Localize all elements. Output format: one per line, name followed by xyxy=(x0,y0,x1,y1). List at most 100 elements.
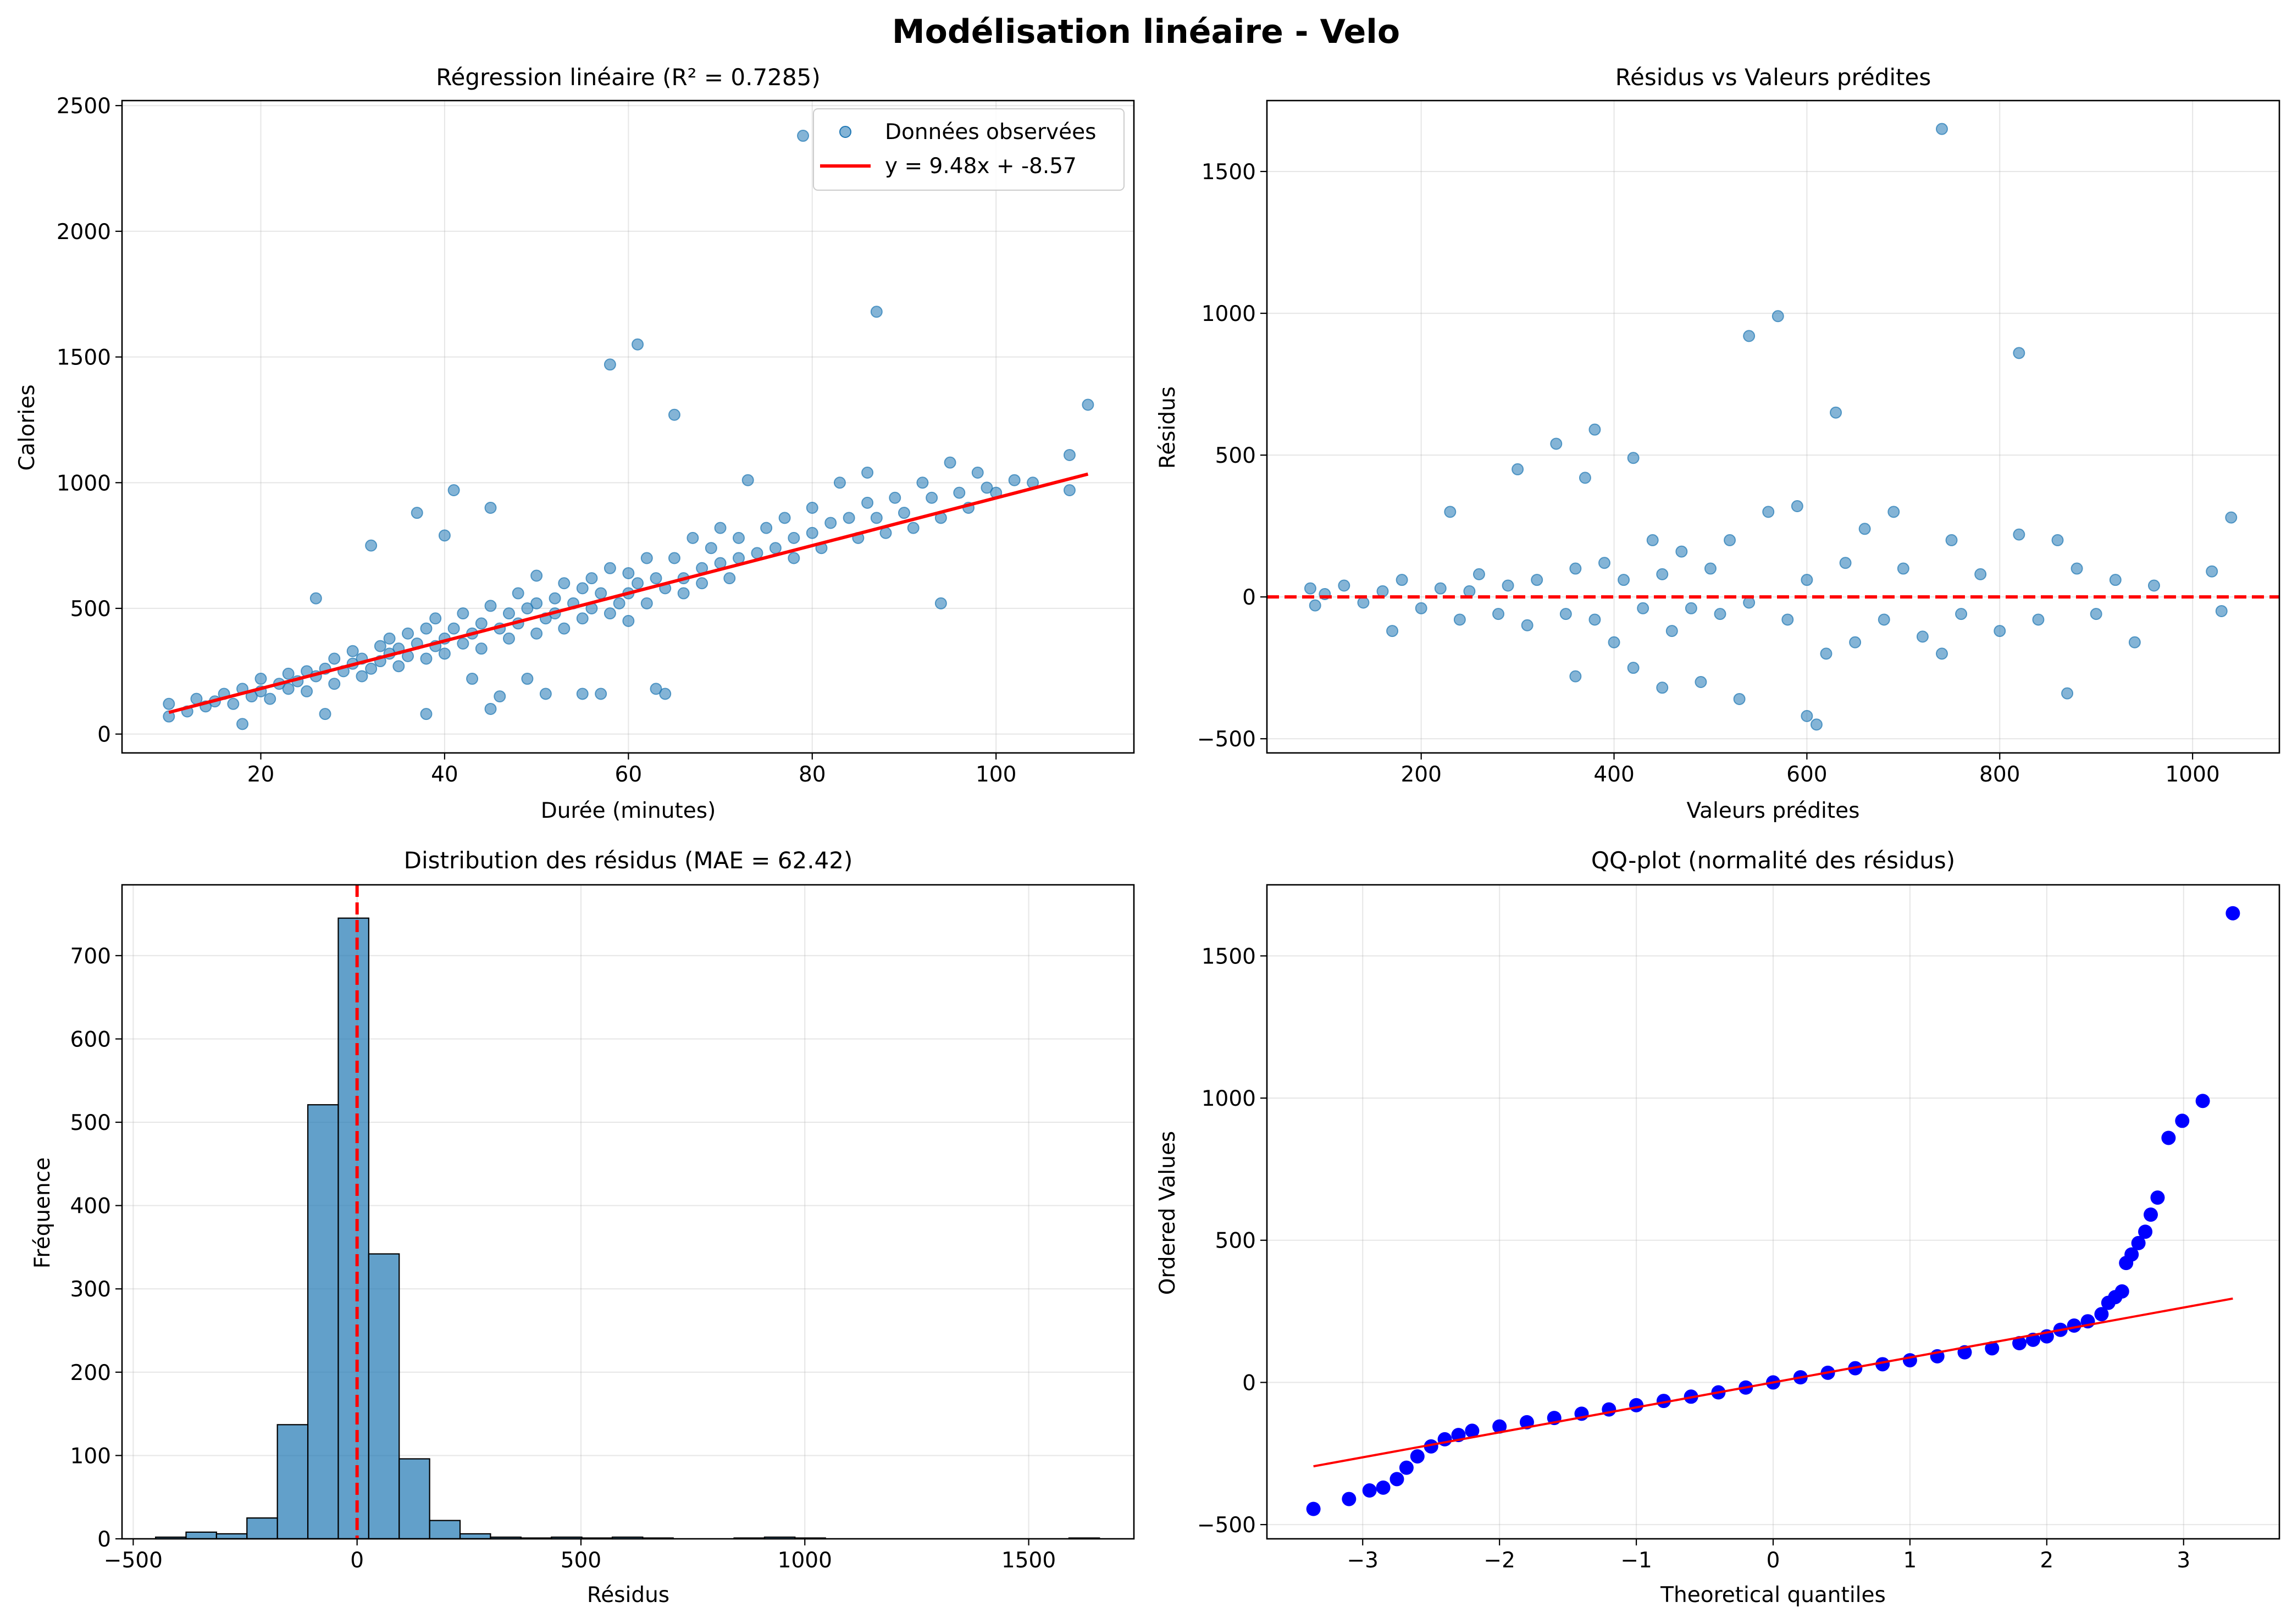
data-point xyxy=(898,507,910,519)
data-point xyxy=(475,642,488,655)
y-tick-label: 1500 xyxy=(1202,944,1256,969)
data-point xyxy=(163,697,175,710)
chart-title: Résidus vs Valeurs prédites xyxy=(1615,64,1931,91)
data-point xyxy=(1875,1357,1890,1372)
data-point xyxy=(1608,636,1620,649)
data-point xyxy=(595,688,607,700)
data-point xyxy=(438,529,451,542)
histogram-bars xyxy=(154,917,1100,1540)
data-point xyxy=(1472,568,1485,580)
data-point xyxy=(2070,562,2083,575)
data-point xyxy=(604,607,616,620)
x-tick-label: 200 xyxy=(1400,762,1441,787)
x-tick-label: 500 xyxy=(561,1548,601,1573)
data-point xyxy=(2061,687,2074,700)
data-point xyxy=(723,572,736,585)
data-point xyxy=(282,667,295,680)
y-tick-label: 1000 xyxy=(57,471,111,496)
data-point xyxy=(1839,557,1852,569)
data-point xyxy=(1801,710,1813,722)
data-point xyxy=(2114,1284,2129,1299)
data-point xyxy=(788,552,800,564)
data-point xyxy=(457,638,469,650)
data-point xyxy=(558,622,571,635)
x-tick-label: 1500 xyxy=(1001,1548,1056,1573)
data-point xyxy=(2195,1094,2210,1108)
data-point xyxy=(907,522,920,534)
data-point xyxy=(530,569,543,582)
data-point xyxy=(705,542,717,555)
x-tick-label: 1000 xyxy=(778,1548,832,1573)
data-point xyxy=(2161,1130,2176,1145)
data-point xyxy=(1791,500,1803,513)
histogram-bar xyxy=(307,1104,339,1540)
plot-frame xyxy=(121,884,1135,1540)
data-point xyxy=(576,582,589,595)
x-axis-label: Valeurs prédites xyxy=(1687,799,1860,823)
y-tick-label: 1000 xyxy=(1202,302,1256,326)
y-axis-label: Ordered Values xyxy=(1155,1131,1180,1295)
data-point xyxy=(484,502,497,514)
data-point xyxy=(466,673,479,685)
data-point xyxy=(521,602,534,614)
histogram-bar xyxy=(368,1253,400,1540)
chart-title: Régression linéaire (R² = 0.7285) xyxy=(436,64,820,91)
data-point xyxy=(1714,608,1726,620)
x-axis-label: Theoretical quantiles xyxy=(1660,1583,1886,1608)
x-axis-label: Durée (minutes) xyxy=(541,799,716,823)
data-point xyxy=(282,683,295,695)
y-tick-label: 500 xyxy=(70,1111,111,1135)
fit-line xyxy=(168,472,1089,714)
y-tick-label: 200 xyxy=(70,1361,111,1385)
data-point xyxy=(1338,579,1350,592)
data-point xyxy=(2094,1307,2109,1322)
data-point xyxy=(1306,1501,1321,1516)
data-point xyxy=(1521,619,1533,631)
grid xyxy=(1267,885,2279,1539)
data-point xyxy=(1559,608,1572,620)
data-point xyxy=(870,512,883,524)
data-point xyxy=(1887,506,1900,518)
data-point xyxy=(1858,523,1871,535)
data-point xyxy=(613,597,625,609)
data-point xyxy=(1733,692,1746,705)
data-point xyxy=(1465,1423,1480,1438)
data-point xyxy=(1627,452,1640,464)
data-point xyxy=(576,688,589,700)
data-point xyxy=(383,632,396,645)
data-point xyxy=(1453,613,1466,626)
data-point xyxy=(484,600,497,612)
x-tick-label: 100 xyxy=(976,762,1016,787)
x-tick-label: 400 xyxy=(1593,762,1634,787)
data-point xyxy=(2131,1235,2146,1250)
data-point xyxy=(806,526,818,539)
axis-ticks: −3 −2 −1 0 1 2 3 −500 0 500 1000 1500 xyxy=(1197,944,2190,1573)
data-point xyxy=(1410,1449,1425,1464)
data-point xyxy=(1656,568,1669,580)
data-point xyxy=(1357,596,1370,609)
y-tick-label: 100 xyxy=(70,1444,111,1468)
data-point xyxy=(1820,647,1833,660)
y-axis-label: Résidus xyxy=(1155,386,1180,469)
data-point xyxy=(1724,534,1736,546)
y-tick-label: 2000 xyxy=(57,220,111,245)
data-point xyxy=(632,577,644,590)
data-point xyxy=(1602,1402,1616,1417)
data-point xyxy=(420,708,433,720)
data-point xyxy=(530,597,543,609)
data-point xyxy=(870,306,883,318)
data-point xyxy=(861,466,874,479)
data-point xyxy=(356,670,368,683)
data-point xyxy=(622,614,635,627)
data-point xyxy=(530,627,543,640)
data-point xyxy=(1434,582,1447,595)
data-point xyxy=(916,476,929,489)
data-point xyxy=(1376,585,1389,597)
x-tick-label: 40 xyxy=(431,762,458,787)
data-point xyxy=(1399,1460,1414,1475)
data-point xyxy=(971,466,984,479)
data-point xyxy=(1342,1492,1357,1506)
y-tick-label: 1500 xyxy=(1202,160,1256,185)
